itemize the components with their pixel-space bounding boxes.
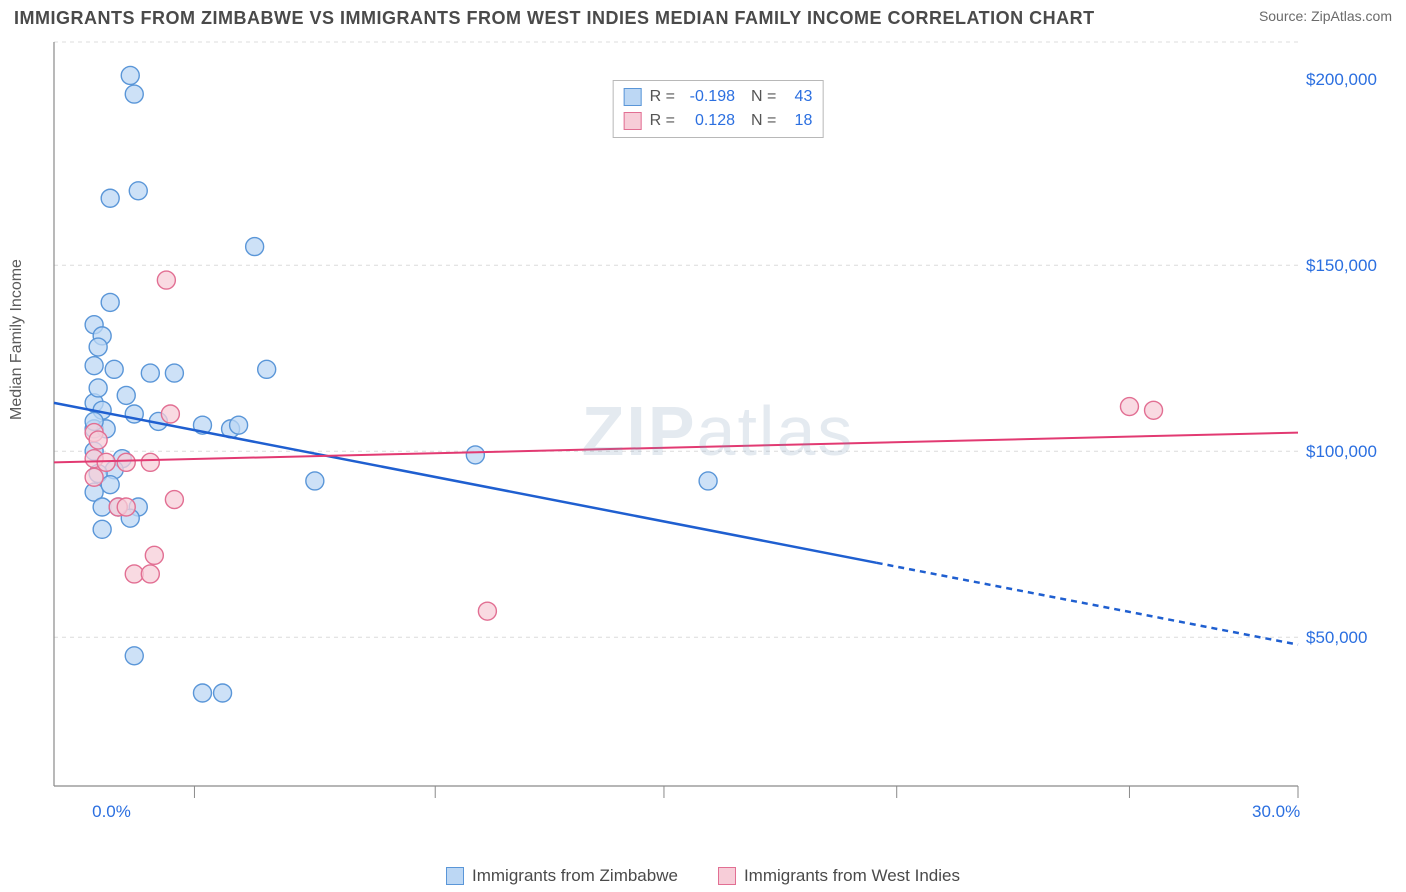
legend-label: Immigrants from Zimbabwe [472,866,678,886]
stat-n-value: 43 [784,85,812,109]
y-tick-label: $50,000 [1306,628,1367,647]
bottom-legend: Immigrants from Zimbabwe Immigrants from … [0,866,1406,886]
y-tick-label: $100,000 [1306,442,1377,461]
legend-label: Immigrants from West Indies [744,866,960,886]
stat-n-label: N = [751,109,776,133]
legend-swatch [624,112,642,130]
chart-title: IMMIGRANTS FROM ZIMBABWE VS IMMIGRANTS F… [14,8,1095,29]
x-tick-label: 0.0% [92,802,131,822]
x-tick-label: 30.0% [1252,802,1300,822]
legend-item: Immigrants from Zimbabwe [446,866,678,886]
y-axis-label: Median Family Income [8,259,26,420]
legend-swatch [624,88,642,106]
stat-n-value: 18 [784,109,812,133]
stat-r-value: 0.128 [683,109,735,133]
source-label: Source: ZipAtlas.com [1259,8,1392,24]
chart-area: $50,000$100,000$150,000$200,000 ZIPatlas… [48,36,1388,826]
y-tick-label: $150,000 [1306,256,1377,275]
stat-r-label: R = [650,85,675,109]
stats-legend: R = -0.198 N = 43 R = 0.128 N = 18 [613,80,824,138]
stat-n-label: N = [751,85,776,109]
stat-r-value: -0.198 [683,85,735,109]
legend-swatch [718,867,736,885]
scatter-plot: $50,000 $100,000 $150,000 $200,000 [48,36,1388,826]
legend-item: Immigrants from West Indies [718,866,960,886]
stats-legend-row: R = 0.128 N = 18 [624,109,813,133]
stat-r-label: R = [650,109,675,133]
legend-swatch [446,867,464,885]
stats-legend-row: R = -0.198 N = 43 [624,85,813,109]
y-tick-label: $200,000 [1306,70,1377,89]
